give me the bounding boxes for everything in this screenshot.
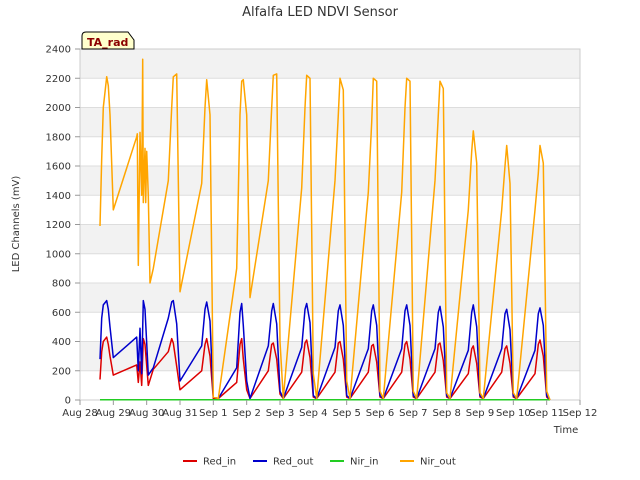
legend-label: Red_in (203, 457, 236, 468)
y-tick-label: 1200 (46, 220, 71, 231)
x-tick-label: Aug 28 (62, 408, 97, 419)
background-band (80, 283, 580, 313)
y-tick-label: 800 (52, 279, 71, 290)
x-tick-label: Sep 5 (332, 408, 360, 419)
x-tick-label: Sep 9 (466, 408, 494, 419)
x-tick-label: Sep 11 (529, 408, 564, 419)
background-band (80, 341, 580, 371)
x-tick-label: Sep 1 (199, 408, 227, 419)
x-tick-label: Sep 8 (432, 408, 460, 419)
y-tick-label: 2200 (46, 74, 71, 85)
y-tick-label: 2400 (46, 45, 71, 56)
series-layer (99, 58, 551, 401)
x-tick-label: Sep 10 (496, 408, 531, 419)
legend-label: Nir_out (420, 457, 456, 468)
background-band (80, 49, 580, 79)
y-tick-label: 1800 (46, 132, 71, 143)
x-tick-label: Aug 30 (129, 408, 164, 419)
badge-label: TA_rad (87, 36, 128, 49)
x-tick-label: Sep 2 (232, 408, 260, 419)
legend-label: Red_out (273, 457, 313, 468)
background-band (80, 166, 580, 196)
x-tick-label: Sep 7 (399, 408, 427, 419)
y-tick-label: 600 (52, 308, 71, 319)
y-tick-label: 2000 (46, 103, 71, 114)
y-tick-label: 1400 (46, 191, 71, 202)
series-line-red-out (99, 299, 551, 401)
ta-rad-badge: TA_rad (81, 31, 135, 50)
y-tick-label: 400 (52, 337, 71, 348)
y-axis-ticks: 0 200 400 600 800 1000 1200 1400 1600 1800 2000 220… (46, 45, 80, 407)
chart-title: Alfalfa LED NDVI Sensor (242, 5, 399, 20)
x-axis-title: Time (553, 425, 578, 436)
x-tick-label: Sep 4 (299, 408, 327, 419)
x-tick-label: Aug 29 (96, 408, 131, 419)
legend-label: Nir_in (350, 457, 379, 468)
y-axis-title: LED Channels (mV) (11, 176, 22, 273)
x-tick-label: Aug 31 (162, 408, 197, 419)
x-tick-label: Sep 6 (366, 408, 394, 419)
background-band (80, 107, 580, 137)
series-line-nir-out (99, 58, 551, 401)
y-tick-label: 0 (65, 396, 71, 407)
x-tick-label: Sep 3 (266, 408, 294, 419)
x-tick-label: Sep 12 (563, 408, 598, 419)
y-tick-label: 1600 (46, 162, 71, 173)
legend: Red_in Red_out Nir_in Nir_out (183, 457, 456, 468)
y-tick-label: 1000 (46, 249, 71, 260)
y-tick-label: 200 (52, 366, 71, 377)
plot-background (80, 49, 580, 371)
